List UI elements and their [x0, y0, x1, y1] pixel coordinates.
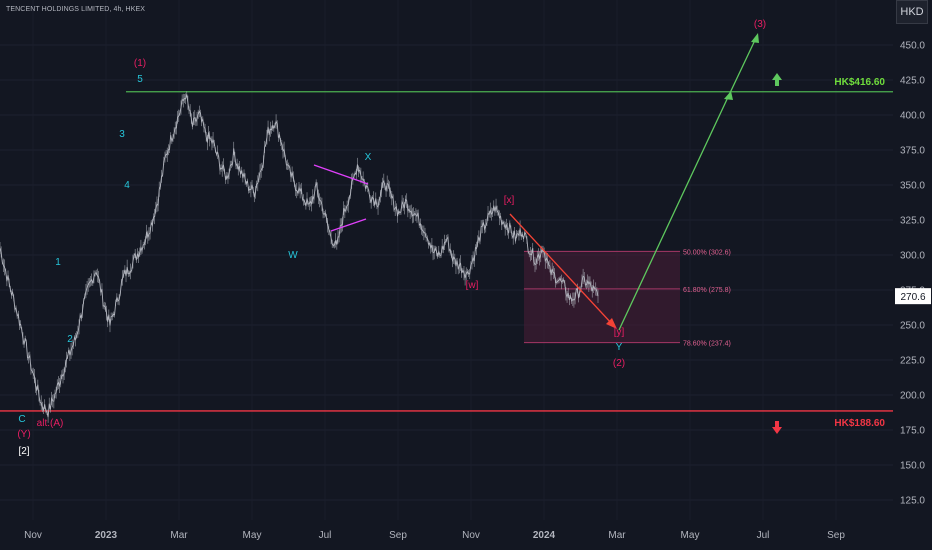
wave-label: C — [18, 414, 25, 425]
wave-label: 2 — [67, 334, 73, 345]
support-label: HK$188.60 — [834, 418, 885, 429]
fib-level-label: 61.80% (275.8) — [683, 287, 731, 294]
y-tick-label: 225.0 — [900, 356, 925, 367]
wave-label: 3 — [119, 129, 125, 140]
fibonacci-levels: 50.00% (302.6) 61.80% (275.8) 78.60% (237.… — [524, 249, 731, 348]
y-tick-label: 175.0 — [900, 426, 925, 437]
fib-level-label: 78.60% (237.4) — [683, 341, 731, 348]
projection-arrows — [509, 33, 759, 331]
y-tick-label: 450.0 — [900, 41, 925, 52]
currency-selector[interactable]: HKD — [896, 0, 928, 24]
resistance-label: HK$416.60 — [834, 77, 885, 88]
projection-arrowhead-top — [751, 33, 759, 43]
triangle-lower-line — [330, 218, 367, 232]
wave-label: [y] — [614, 327, 625, 338]
wave-label: Y — [616, 342, 623, 353]
y-tick-label: 350.0 — [900, 181, 925, 192]
wave-labels: (1) 5 3 4 1 2 C (Y) [2] alt.(A) W X [w] [x] [y] Y (2) (3) — [17, 19, 766, 457]
grid — [0, 44, 893, 501]
triangle-pattern — [313, 164, 369, 232]
price-series — [0, 91, 599, 423]
y-tick-label: 375.0 — [900, 146, 925, 157]
up-arrow-icon — [772, 73, 782, 86]
wave-label: alt.(A) — [37, 418, 64, 429]
wave-label: 5 — [137, 74, 143, 85]
x-tick-label: Mar — [608, 530, 626, 541]
triangle-upper-line — [313, 164, 369, 185]
wave-label: [x] — [504, 195, 515, 206]
fib-level-label: 50.00% (302.6) — [683, 249, 731, 256]
x-tick-label: 2024 — [533, 530, 556, 541]
wave-label: 4 — [124, 180, 130, 191]
wave-label: W — [288, 250, 298, 261]
time-axis: Nov 2023 Mar May Jul Sep Nov 2024 Mar May Jul Sep — [24, 530, 845, 541]
wave-label: (3) — [754, 19, 766, 30]
x-tick-label: 2023 — [95, 530, 118, 541]
x-tick-label: Sep — [389, 530, 407, 541]
decline-arrow — [509, 213, 614, 326]
down-arrow-icon — [772, 421, 782, 434]
current-price-tag — [895, 288, 931, 305]
y-tick-label: 300.0 — [900, 251, 925, 262]
wave-label: X — [365, 152, 372, 163]
y-tick-label: 125.0 — [900, 496, 925, 507]
x-tick-label: May — [243, 530, 262, 541]
price-axis: 125.0150.0175.0200.0225.0250.0275.0300.0… — [895, 41, 931, 507]
x-tick-label: Sep — [827, 530, 845, 541]
x-tick-label: Jul — [757, 530, 770, 541]
price-line — [0, 94, 599, 418]
y-tick-label: 425.0 — [900, 76, 925, 87]
wave-label: (1) — [134, 58, 146, 69]
current-price-label: 270.6 — [900, 292, 925, 303]
wave-label: (2) — [613, 358, 625, 369]
key-levels: HK$416.60 HK$188.60 — [0, 73, 893, 434]
chart-title: TENCENT HOLDINGS LIMITED, 4h, HKEX — [6, 6, 146, 13]
y-tick-label: 200.0 — [900, 391, 925, 402]
wave-label: [w] — [466, 280, 479, 291]
y-tick-label: 400.0 — [900, 111, 925, 122]
wave-label: 1 — [55, 257, 61, 268]
y-tick-label: 325.0 — [900, 216, 925, 227]
x-tick-label: May — [681, 530, 700, 541]
decline-arrowhead — [606, 318, 617, 329]
x-tick-label: Nov — [24, 530, 42, 541]
projection-arrowhead-mid — [724, 91, 733, 100]
y-tick-label: 150.0 — [900, 461, 925, 472]
x-tick-label: Nov — [462, 530, 480, 541]
x-tick-label: Mar — [170, 530, 188, 541]
y-tick-label: 250.0 — [900, 321, 925, 332]
wave-label: (Y) — [17, 429, 30, 440]
x-tick-label: Jul — [319, 530, 332, 541]
wave-label: [2] — [18, 446, 29, 457]
